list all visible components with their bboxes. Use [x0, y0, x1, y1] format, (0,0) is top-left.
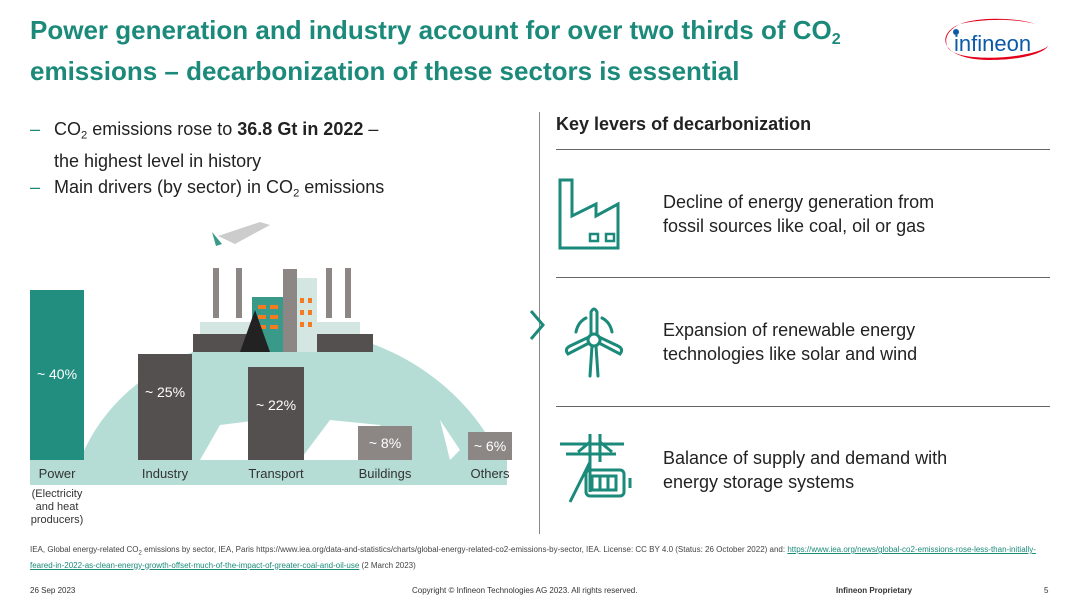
svg-text:infineon: infineon	[954, 31, 1031, 56]
divider	[556, 149, 1050, 150]
bullet-text: emissions rose to	[87, 119, 238, 139]
source-link[interactable]: https://www.iea.org/news/global-co2-emis…	[30, 545, 1036, 570]
title-line2: emissions – decarbonization of these sec…	[30, 55, 740, 86]
bar-value-label: ~ 40%	[36, 366, 78, 382]
source-text: (2 March 2023)	[359, 560, 416, 570]
lever-text: energy storage systems	[663, 472, 855, 492]
bullet-text: the highest level in history	[54, 151, 262, 172]
bullet-1: – CO2 emissions rose to 36.8 Gt in 2022 –…	[30, 116, 378, 174]
bullet-dash: –	[30, 119, 41, 139]
bar-industry: ~ 25%	[138, 353, 192, 460]
lever-text: fossil sources like coal, oil or gas	[663, 216, 926, 236]
bar-others: ~ 6%	[468, 432, 512, 460]
factory-icon	[558, 178, 620, 250]
bullet-subscript: 2	[293, 187, 300, 200]
lever-1: Decline of energy generation from fossil …	[663, 190, 1043, 238]
airplane-icon	[212, 222, 270, 246]
lever-text: technologies like solar and wind	[663, 344, 918, 364]
page-number: 5	[1044, 586, 1049, 595]
lever-text: Balance of supply and demand with	[663, 448, 948, 468]
source-citation: IEA, Global energy-related CO2 emissions…	[30, 544, 1050, 571]
bar-value-label: ~ 25%	[144, 383, 186, 400]
lever-text: Decline of energy generation from	[663, 192, 935, 212]
footer-date: 26 Sep 2023	[30, 586, 76, 595]
category-label: Others	[470, 466, 510, 481]
category-band	[30, 460, 507, 485]
title-subscript: 2	[831, 29, 841, 48]
category-label: Industry	[141, 466, 189, 481]
chevron-right-icon	[529, 310, 545, 340]
bullet-subscript: 2	[81, 129, 88, 142]
levers-title: Key levers of decarbonization	[556, 114, 812, 134]
category-label: Power	[38, 466, 76, 481]
slide-title: Power generation and industry account fo…	[30, 14, 910, 87]
bullet-text: CO	[54, 119, 81, 139]
power-pylon-battery-icon	[560, 434, 632, 503]
infineon-logo: infineon	[940, 14, 1050, 71]
bullet-dash: –	[30, 177, 41, 197]
footer-copyright: Copyright © Infineon Technologies AG 202…	[412, 586, 638, 595]
bullet-text: Main drivers (by sector) in CO	[54, 177, 294, 197]
lever-2: Expansion of renewable energy technologie…	[663, 318, 1043, 366]
bullet-text: –	[363, 119, 379, 139]
bullet-highlight: 36.8 Gt in 2022	[237, 119, 364, 139]
bar-transport: ~ 22%	[248, 366, 304, 460]
bar-value-label: ~ 6%	[473, 438, 507, 454]
source-text: emissions by sector, IEA, Paris https://…	[141, 545, 788, 554]
category-label: Buildings	[358, 466, 412, 481]
bullet-text: emissions	[299, 177, 385, 197]
bullet-2: – Main drivers (by sector) in CO2 emissio…	[30, 174, 384, 206]
source-subscript: 2	[138, 550, 142, 557]
source-text: IEA, Global energy-related CO	[30, 545, 139, 554]
title-line1: Power generation and industry account fo…	[30, 15, 832, 45]
power-note: (Electricity and heat producers)	[30, 488, 84, 526]
divider	[556, 277, 1050, 278]
bar-power: ~ 40%	[30, 290, 84, 460]
footer-classification: Infineon Proprietary	[836, 586, 913, 595]
wind-turbine-icon	[564, 307, 624, 378]
category-label: Transport	[248, 466, 304, 481]
bar-value-label: ~ 8%	[368, 435, 402, 451]
bar-value-label: ~ 22%	[255, 396, 297, 413]
bar-buildings: ~ 8%	[358, 426, 412, 460]
lever-3: Balance of supply and demand with energy …	[663, 446, 1043, 494]
lever-text: Expansion of renewable energy	[663, 320, 916, 340]
divider	[556, 406, 1050, 407]
